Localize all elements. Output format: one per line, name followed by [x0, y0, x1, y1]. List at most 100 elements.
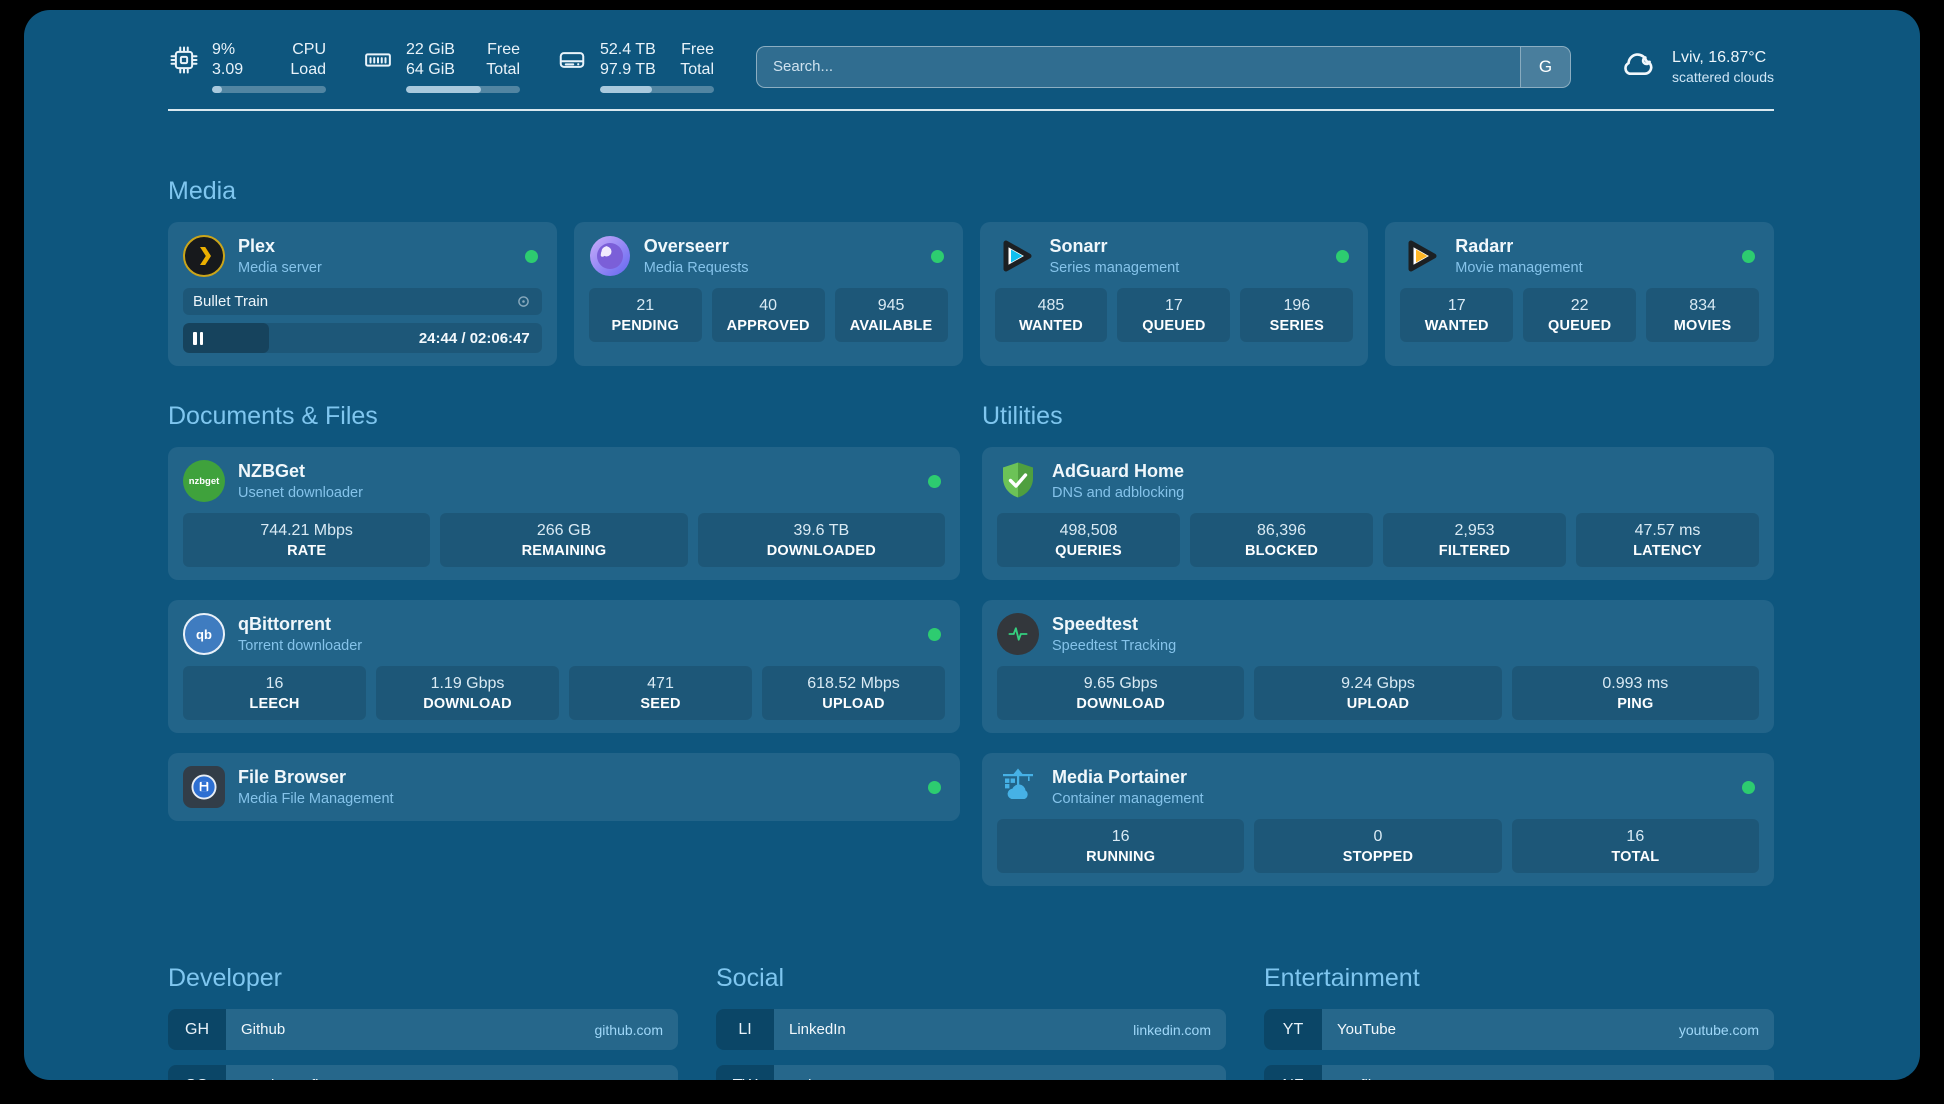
bookmark-name: StackOverflow — [241, 1077, 338, 1080]
portainer-icon — [997, 766, 1039, 808]
pause-button[interactable] — [193, 323, 203, 353]
cpu-values: 9% 3.09 — [212, 41, 244, 78]
weather-condition: scattered clouds — [1672, 68, 1774, 85]
status-dot — [1742, 780, 1755, 794]
stat-tile: 17 WANTED — [1400, 288, 1514, 342]
search-engine-button[interactable]: G — [1520, 46, 1571, 87]
stat-tile: 2,953 FILTERED — [1383, 513, 1566, 567]
qbittorrent-card[interactable]: qb qBittorrent Torrent downloader 16 LEE… — [168, 600, 960, 733]
stat-tile: 945 AVAILABLE — [834, 288, 948, 342]
playback-time: 24:44 / 02:06:47 — [418, 329, 530, 347]
card-subtitle: Series management — [1049, 259, 1180, 276]
stat-tile: 16 TOTAL — [1511, 819, 1759, 873]
search-input[interactable] — [757, 46, 1521, 87]
sonarr-icon — [995, 235, 1037, 277]
dashboard: 9% 3.09 CPU Load — [24, 10, 1920, 1080]
memory-stat: 22 GiB 64 GiB Free Total — [362, 40, 520, 93]
section-title-utilities: Utilities — [982, 402, 1063, 430]
adguard-icon — [997, 460, 1039, 502]
stat-tile: 86,396 BLOCKED — [1190, 513, 1373, 567]
bookmark-name: LinkedIn — [789, 1021, 846, 1038]
bookmark-abbr: GH — [168, 1009, 226, 1050]
top-bar: 9% 3.09 CPU Load — [168, 40, 1774, 93]
stat-tile: 471 SEED — [569, 666, 752, 720]
bookmark-name: YouTube — [1337, 1021, 1396, 1038]
stat-tile: 196 SERIES — [1240, 288, 1354, 342]
stat-tile: 1.19 Gbps DOWNLOAD — [376, 666, 559, 720]
speedtest-icon — [997, 613, 1039, 655]
card-title: NZBGet — [238, 461, 305, 482]
playback-progress: 24:44 / 02:06:47 — [183, 323, 542, 353]
cloud-icon — [1617, 43, 1659, 90]
disk-stat: 52.4 TB 97.9 TB Free Total — [556, 40, 714, 93]
media-grid: Plex Media server Bullet Train 24:44 / 0… — [168, 222, 1774, 366]
stat-tile: 47.57 ms LATENCY — [1576, 513, 1759, 567]
system-stats: 9% 3.09 CPU Load — [168, 40, 714, 93]
bookmark-github[interactable]: GH Github github.com — [168, 1009, 678, 1050]
stat-tile: 834 MOVIES — [1646, 288, 1760, 342]
playback-elapsed — [183, 323, 270, 353]
card-title: File Browser — [238, 767, 347, 788]
section-title-documents: Documents & Files — [168, 402, 378, 430]
now-playing-title: Bullet Train — [193, 293, 269, 310]
memory-progress-bar — [406, 86, 520, 93]
cpu-icon — [168, 44, 200, 76]
bookmark-twitter[interactable]: TW Twitter twitter.com — [716, 1065, 1226, 1080]
stat-tile: 744.21 Mbps RATE — [183, 513, 431, 567]
stat-tile: 16 LEECH — [183, 666, 366, 720]
bookmark-domain: youtube.com — [1678, 1021, 1759, 1038]
stat-tile: 498,508 QUERIES — [997, 513, 1180, 567]
portainer-card[interactable]: Media Portainer Container management 16 … — [982, 753, 1774, 886]
section-title-developer: Developer — [168, 964, 282, 992]
search-bar: G — [756, 45, 1572, 88]
status-dot — [1336, 249, 1350, 263]
bookmark-domain: stackoverflow.com — [549, 1078, 663, 1081]
card-title: Media Portainer — [1052, 767, 1188, 788]
filebrowser-card[interactable]: File Browser Media File Management — [168, 753, 960, 821]
bookmark-domain: netflix.com — [1692, 1078, 1759, 1081]
stat-tile: 0.993 ms PING — [1511, 666, 1759, 720]
nzbget-card[interactable]: nzbget NZBGet Usenet downloader 744.21 M… — [168, 447, 960, 580]
card-title: Overseerr — [643, 236, 729, 257]
card-title: Radarr — [1455, 236, 1514, 257]
bookmarks: Developer GH Github github.com SO StackO… — [168, 964, 1774, 1080]
overseerr-card[interactable]: Overseerr Media Requests 21 PENDING 40 A… — [573, 222, 963, 366]
bookmark-name: Twitter — [789, 1077, 833, 1080]
section-title-social: Social — [716, 964, 785, 992]
stat-tile: 485 WANTED — [994, 288, 1108, 342]
stat-tile: 266 GB REMAINING — [440, 513, 688, 567]
gear-icon[interactable] — [515, 293, 532, 310]
card-subtitle: Media Requests — [643, 259, 749, 276]
card-title: Speedtest — [1052, 614, 1139, 635]
plex-icon — [183, 235, 225, 277]
bookmark-netflix[interactable]: NF Netflix netflix.com — [1264, 1065, 1774, 1080]
memory-icon — [362, 44, 394, 76]
radarr-card[interactable]: Radarr Movie management 17 WANTED 22 QUE… — [1385, 222, 1774, 366]
card-subtitle: Usenet downloader — [238, 484, 363, 501]
sonarr-card[interactable]: Sonarr Series management 485 WANTED 17 Q… — [979, 222, 1369, 366]
card-subtitle: Torrent downloader — [238, 637, 363, 654]
status-dot — [928, 780, 941, 794]
utilities-column: Utilities AdGuard Home — [982, 402, 1774, 906]
qbittorrent-icon: qb — [183, 613, 225, 655]
section-title-entertainment: Entertainment — [1264, 964, 1420, 992]
status-dot — [928, 474, 941, 488]
stat-tile: 17 QUEUED — [1117, 288, 1231, 342]
stat-tile: 9.65 Gbps DOWNLOAD — [997, 666, 1245, 720]
bookmark-linkedin[interactable]: LI LinkedIn linkedin.com — [716, 1009, 1226, 1050]
stat-tile: 16 RUNNING — [997, 819, 1245, 873]
section-title-media: Media — [168, 177, 237, 205]
bookmark-youtube[interactable]: YT YouTube youtube.com — [1264, 1009, 1774, 1050]
disk-icon — [556, 44, 588, 76]
speedtest-card[interactable]: Speedtest Speedtest Tracking 9.65 Gbps D… — [982, 600, 1774, 733]
stat-tile: 0 STOPPED — [1254, 819, 1502, 873]
weather-location-temp: Lviv, 16.87°C — [1672, 48, 1767, 66]
card-subtitle: Speedtest Tracking — [1052, 637, 1177, 654]
cpu-labels: CPU Load — [290, 41, 326, 78]
status-dot — [928, 627, 941, 641]
bookmark-stackoverflow[interactable]: SO StackOverflow stackoverflow.com — [168, 1065, 678, 1080]
plex-card[interactable]: Plex Media server Bullet Train 24:44 / 0… — [168, 222, 557, 366]
radarr-icon — [1400, 235, 1442, 277]
cpu-stat: 9% 3.09 CPU Load — [168, 40, 326, 93]
adguard-card[interactable]: AdGuard Home DNS and adblocking 498,508 … — [982, 447, 1774, 580]
